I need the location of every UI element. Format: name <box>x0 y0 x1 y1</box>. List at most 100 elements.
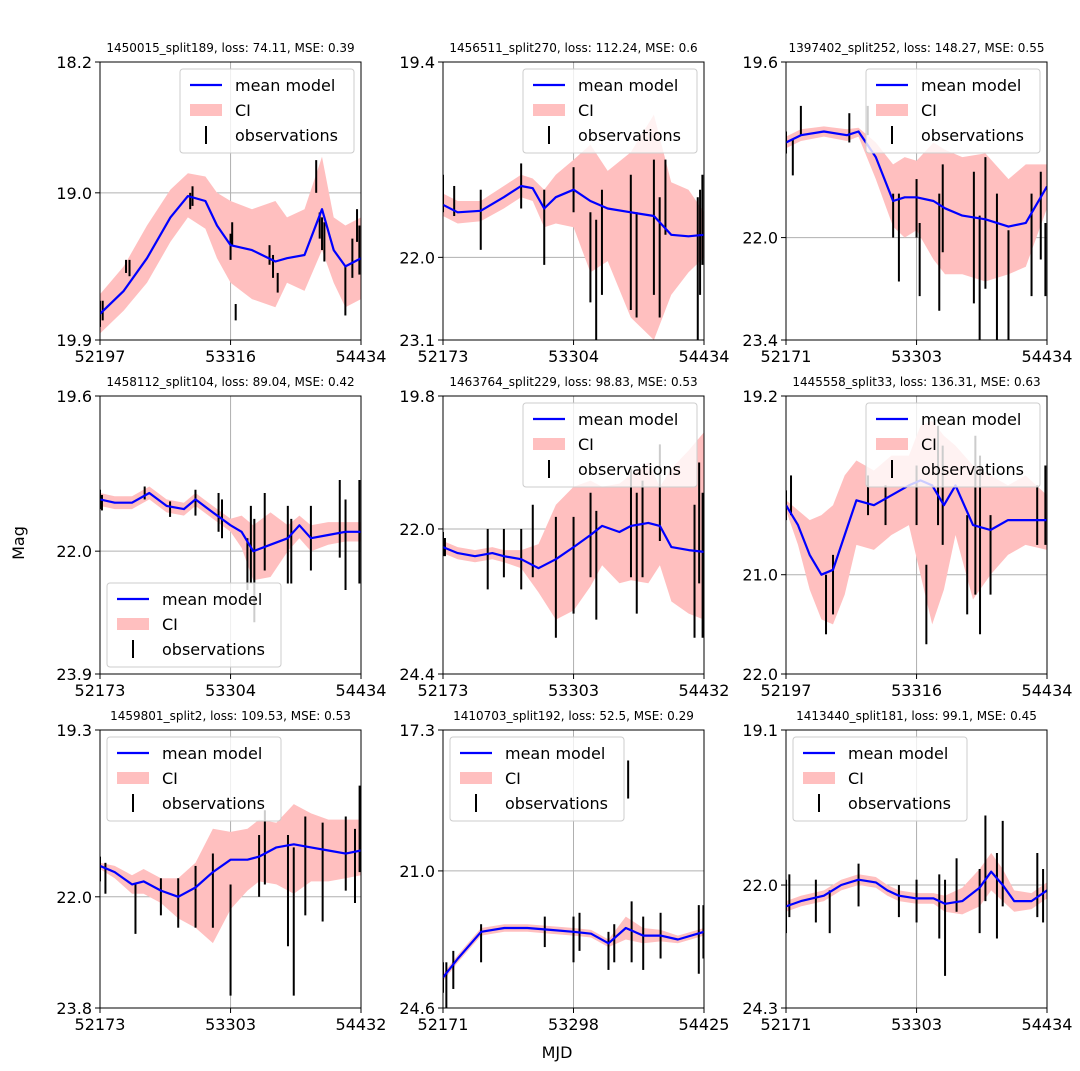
x-tick-label: 53298 <box>548 1015 599 1034</box>
y-tick-label: 19.0 <box>56 184 92 203</box>
legend-ci-swatch <box>533 104 565 116</box>
x-tick-label: 52173 <box>418 681 469 700</box>
x-axis-label: MJD <box>542 1043 573 1062</box>
mean-model-line <box>100 843 361 898</box>
chart-panel-3: 52171 53303 54434 19.6 22.0 23.4 1397402_split… <box>742 41 1072 366</box>
legend-ci-swatch <box>117 772 149 784</box>
chart-title: 1458112_split104, loss: 89.04, MSE: 0.42 <box>106 375 354 389</box>
ci-band <box>100 486 361 581</box>
mean-model-line <box>786 130 1047 228</box>
chart-title: 1413440_split181, loss: 99.1, MSE: 0.45 <box>796 709 1037 723</box>
y-axis-label: Mag <box>9 526 28 560</box>
plot-area <box>443 114 704 340</box>
ci-band <box>443 114 704 340</box>
legend-obs-label: observations <box>921 460 1024 479</box>
x-tick-label: 52197 <box>75 347 126 366</box>
mean-model-line <box>443 521 704 570</box>
x-tick-label: 52173 <box>75 681 126 700</box>
y-tick-label: 23.4 <box>742 331 778 350</box>
x-tick-label: 52171 <box>761 347 812 366</box>
y-tick-label: 23.8 <box>56 999 92 1018</box>
plot-area <box>443 760 704 1008</box>
legend-box <box>449 736 625 822</box>
y-tick-label: 23.9 <box>56 665 92 684</box>
chart-title: 1450015_split189, loss: 74.11, MSE: 0.39 <box>106 41 354 55</box>
chart-title: 1459801_split2, loss: 109.53, MSE: 0.53 <box>110 709 351 723</box>
mean-model-line <box>443 184 704 238</box>
chart-title: 1456511_split270, loss: 112.24, MSE: 0.6 <box>449 41 697 55</box>
y-tick-label: 24.6 <box>399 999 435 1018</box>
x-tick-label: 52171 <box>761 1015 812 1034</box>
legend: mean model CI observations <box>792 736 968 822</box>
legend-box <box>106 736 282 822</box>
y-tick-label: 22.0 <box>742 876 778 895</box>
panels-grid: 52197 53316 54434 18.2 19.0 19.9 1450015_split… <box>56 41 1072 1034</box>
chart-panel-4: 52173 53304 54434 19.6 22.0 23.9 1458112_split… <box>56 375 386 700</box>
legend-ci-label: CI <box>921 101 937 120</box>
legend-ci-label: CI <box>578 101 594 120</box>
legend-mean-label: mean model <box>921 410 1021 429</box>
y-tick-label: 22.0 <box>742 229 778 248</box>
mean-model-line <box>443 926 704 979</box>
x-tick-label: 54434 <box>1022 681 1073 700</box>
plot-area <box>786 105 1047 340</box>
y-tick-label: 19.6 <box>56 387 92 406</box>
legend-mean-label: mean model <box>848 744 948 763</box>
x-tick-label: 53304 <box>548 347 599 366</box>
x-tick-label: 53303 <box>891 347 942 366</box>
chart-panel-8: 52171 53298 54425 17.3 21.0 24.6 1410703_split… <box>399 709 729 1034</box>
legend-ci-swatch <box>876 104 908 116</box>
legend: mean model CI observations <box>865 402 1041 488</box>
chart-panel-5: 52173 53303 54432 19.8 22.0 24.4 1463764_split… <box>399 375 729 700</box>
y-tick-label: 22.0 <box>742 665 778 684</box>
x-tick-label: 54434 <box>679 347 730 366</box>
legend-mean-label: mean model <box>505 744 605 763</box>
legend-box <box>865 402 1041 488</box>
x-tick-label: 54432 <box>336 1015 387 1034</box>
legend-box <box>792 736 968 822</box>
y-tick-label: 19.2 <box>742 387 778 406</box>
chart-panel-9: 52171 53303 54434 19.1 22.0 24.3 1413440_split… <box>742 709 1072 1034</box>
legend-ci-label: CI <box>162 769 178 788</box>
x-tick-label: 53303 <box>891 1015 942 1034</box>
x-tick-label: 53316 <box>891 681 942 700</box>
legend-ci-swatch <box>533 438 565 450</box>
chart-title: 1410703_split192, loss: 52.5, MSE: 0.29 <box>453 709 694 723</box>
legend-box <box>522 402 698 488</box>
plot-area <box>100 156 361 334</box>
mean-model-line <box>100 491 361 553</box>
legend-ci-label: CI <box>235 101 251 120</box>
legend: mean model CI observations <box>106 736 282 822</box>
legend: mean model CI observations <box>179 68 355 154</box>
chart-title: 1397402_split252, loss: 148.27, MSE: 0.5… <box>788 41 1044 55</box>
ci-band <box>100 804 361 944</box>
legend-obs-label: observations <box>235 126 338 145</box>
x-tick-label: 52197 <box>761 681 812 700</box>
legend-ci-label: CI <box>505 769 521 788</box>
legend-ci-label: CI <box>848 769 864 788</box>
legend-obs-label: observations <box>578 460 681 479</box>
x-tick-label: 54434 <box>336 681 387 700</box>
legend-mean-label: mean model <box>578 410 678 429</box>
x-tick-label: 52173 <box>418 347 469 366</box>
ci-band <box>786 853 1047 915</box>
y-tick-label: 24.4 <box>399 665 435 684</box>
y-tick-label: 19.1 <box>742 721 778 740</box>
legend-ci-label: CI <box>921 435 937 454</box>
chart-title: 1463764_split229, loss: 98.83, MSE: 0.53 <box>449 375 697 389</box>
legend-ci-swatch <box>460 772 492 784</box>
legend-box <box>522 68 698 154</box>
x-tick-label: 54434 <box>336 347 387 366</box>
legend-box <box>179 68 355 154</box>
mean-model-line <box>786 870 1047 908</box>
y-tick-label: 22.0 <box>56 542 92 561</box>
y-tick-label: 19.8 <box>399 387 435 406</box>
y-tick-label: 22.0 <box>399 520 435 539</box>
y-tick-label: 17.3 <box>399 721 435 740</box>
x-tick-label: 54434 <box>1022 1015 1073 1034</box>
y-tick-label: 23.1 <box>399 331 435 350</box>
legend-mean-label: mean model <box>162 744 262 763</box>
chart-panel-1: 52197 53316 54434 18.2 19.0 19.9 1450015_split… <box>56 41 386 366</box>
x-tick-label: 53303 <box>205 1015 256 1034</box>
